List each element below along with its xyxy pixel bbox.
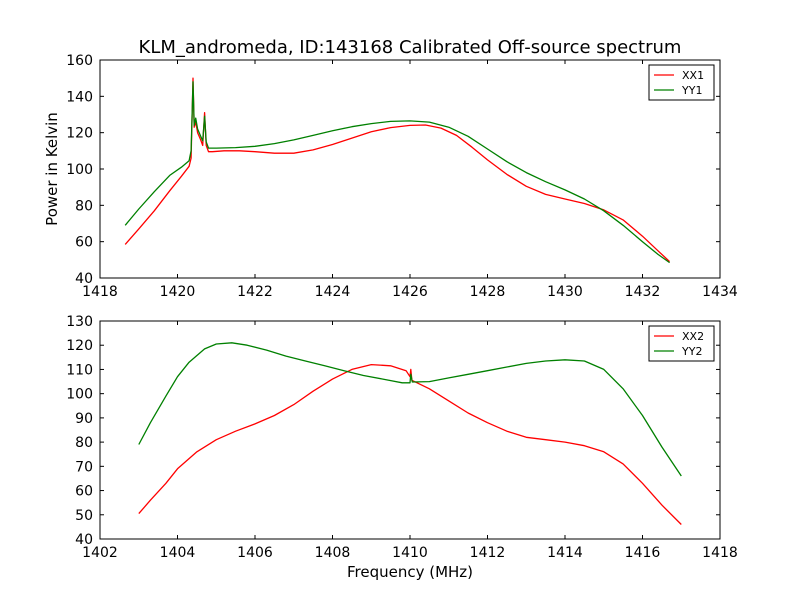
bottom-chart-panel: Frequency (MHz) 1402 1404 1406 1408 1410 1412…: [66, 314, 738, 581]
series-group: [138, 342, 682, 525]
x-tick-label: 1424: [315, 284, 351, 300]
y-tick-label: 80: [75, 198, 93, 214]
y-tick-label: 160: [66, 53, 93, 69]
y-tick-label: 90: [75, 411, 93, 427]
y-tick-label: 70: [75, 459, 93, 475]
x-tick-label: 1426: [392, 284, 428, 300]
x-tick-label: 1434: [702, 284, 738, 300]
legend-label-yy2: YY2: [681, 345, 702, 358]
legend-label-xx1: XX1: [682, 69, 704, 82]
legend-box: [648, 325, 715, 362]
series-line-xx1: [124, 77, 671, 263]
y-tick-label: 130: [66, 314, 93, 330]
y-tick-label: 140: [66, 89, 93, 105]
x-tick-label: 1418: [702, 545, 738, 561]
x-tick-label: 1420: [160, 284, 196, 300]
y-tick-label: 100: [66, 387, 93, 403]
legend-label-yy1: YY1: [681, 84, 702, 97]
y-tick-label: 40: [75, 532, 93, 548]
y-tick-label: 40: [75, 271, 93, 287]
axes-frame: [99, 320, 721, 540]
y-tick-label: 60: [75, 235, 93, 251]
y-tick-label: 80: [75, 435, 93, 451]
y-tick-label: 120: [66, 338, 93, 354]
x-tick-label: 1418: [82, 284, 118, 300]
series-line-xx2: [138, 363, 682, 525]
y-tick-label: 50: [75, 508, 93, 524]
x-tick-label: 1416: [625, 545, 661, 561]
legend-box: [648, 64, 715, 101]
x-tick-label: 1410: [392, 545, 428, 561]
x-tick-label: 1432: [625, 284, 661, 300]
y-tick-label: 60: [75, 484, 93, 500]
x-tick-label: 1412: [470, 545, 506, 561]
x-tick-label: 1406: [237, 545, 273, 561]
chart-title: KLM_andromeda, ID:143168 Calibrated Off-…: [139, 37, 682, 58]
series-line-yy2: [138, 342, 682, 477]
series-group: [124, 77, 671, 264]
x-tick-label: 1428: [470, 284, 506, 300]
x-tick-label: 1408: [315, 545, 351, 561]
x-tick-label: 1404: [160, 545, 196, 561]
x-tick-label: 1402: [82, 545, 118, 561]
x-tick-label: 1422: [237, 284, 273, 300]
series-line-yy1: [124, 81, 670, 264]
x-tick-label: 1414: [547, 545, 583, 561]
y-tick-label: 100: [66, 162, 93, 178]
y-axis-label: Power in Kelvin: [43, 112, 61, 226]
legend-label-xx2: XX2: [682, 330, 704, 343]
x-axis-label: Frequency (MHz): [347, 563, 473, 581]
y-tick-label: 120: [66, 126, 93, 142]
y-tick-label: 110: [66, 362, 93, 378]
top-chart-panel: KLM_andromeda, ID:143168 Calibrated Off-…: [43, 37, 738, 300]
x-tick-label: 1430: [547, 284, 583, 300]
